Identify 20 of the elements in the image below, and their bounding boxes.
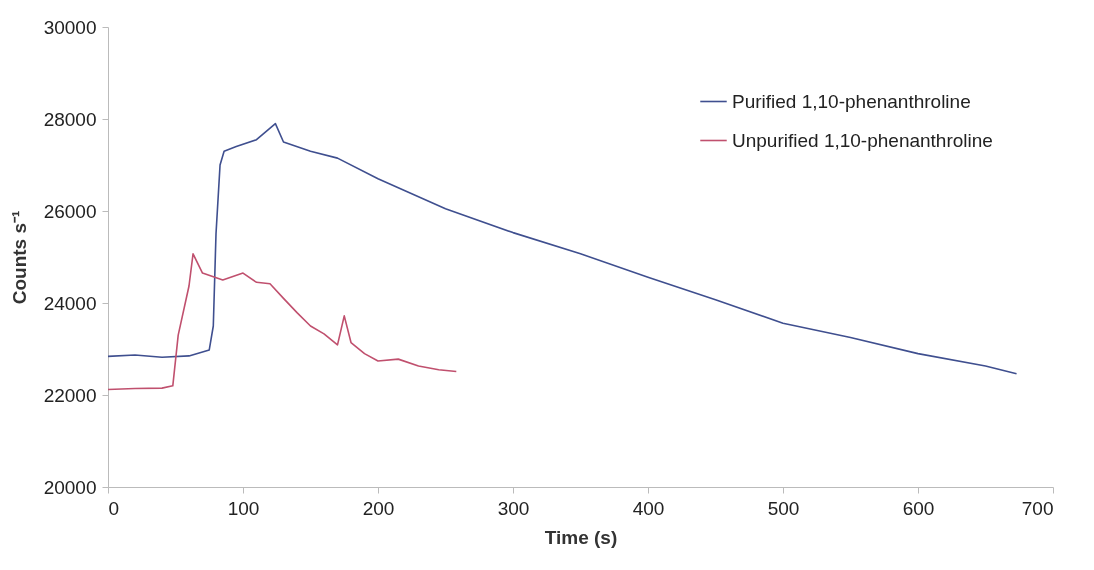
- x-tick-label: 700: [1021, 497, 1054, 519]
- legend-label: Purified 1,10-phenanthroline: [732, 90, 971, 112]
- y-tick-label: 26000: [43, 200, 97, 222]
- x-tick-label: 0: [108, 497, 120, 519]
- x-tick-label: 300: [497, 497, 530, 519]
- x-axis-title: Time (s): [544, 526, 618, 548]
- x-tick-label: 600: [902, 497, 935, 519]
- legend-label: Unpurified 1,10-phenanthroline: [732, 129, 993, 151]
- y-tick-label: 24000: [43, 292, 97, 314]
- x-tick-label: 100: [227, 497, 260, 519]
- x-tick-label: 200: [362, 497, 395, 519]
- line-series: [108, 122, 1018, 375]
- x-tick-label: 500: [767, 497, 800, 519]
- y-tick-label: 20000: [43, 476, 97, 498]
- line-series: [108, 252, 458, 391]
- y-tick-label: 30000: [43, 16, 97, 38]
- y-tick-label: 28000: [43, 108, 97, 130]
- x-tick-label: 400: [632, 497, 665, 519]
- y-tick-label: 22000: [43, 384, 97, 406]
- y-axis-title: Counts s⁻¹: [8, 210, 30, 305]
